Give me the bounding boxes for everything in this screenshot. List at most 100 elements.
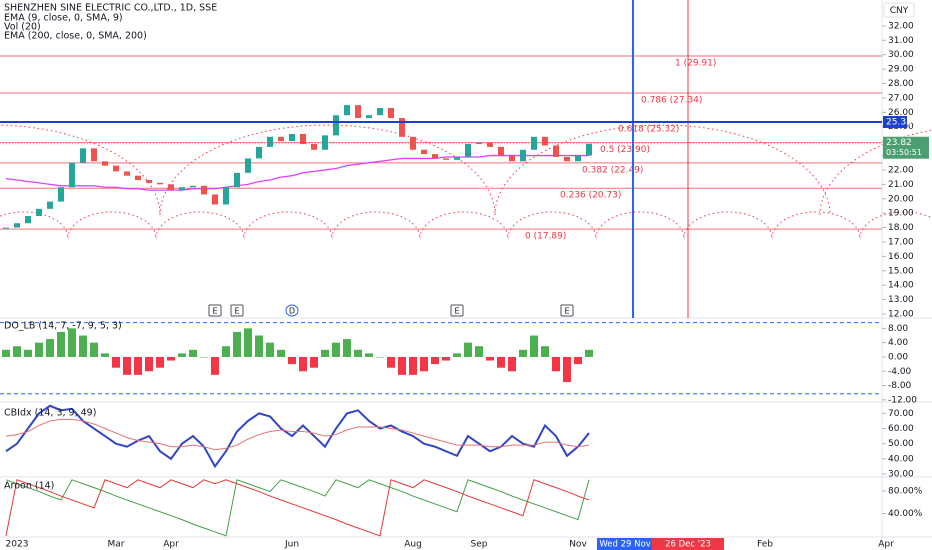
x-tick-label: Apr: [163, 540, 179, 550]
histogram-bar: [453, 353, 461, 357]
candle: [190, 185, 196, 188]
candle: [3, 227, 9, 229]
candle: [135, 175, 141, 181]
y-tick-label: 0.00: [888, 352, 908, 362]
candle: [36, 208, 42, 217]
y-tick-label: 60.00: [888, 424, 914, 434]
candle: [498, 146, 504, 156]
candle: [399, 118, 405, 137]
histogram-bar: [420, 356, 428, 372]
candle: [366, 115, 372, 119]
event-marker: [208, 304, 222, 317]
histogram-bar: [508, 356, 516, 372]
event-label: E: [454, 307, 459, 316]
event-marker: [230, 304, 244, 317]
indicator-line: [5, 404, 590, 469]
histogram-bar: [354, 349, 362, 357]
last-price-label: 23.82: [886, 138, 912, 148]
y-tick-label: 17.00: [888, 237, 914, 247]
candle: [91, 148, 97, 162]
histogram-bar: [233, 331, 241, 357]
histogram-bar: [68, 328, 76, 357]
date-highlight: [597, 538, 669, 550]
y-tick-label: 50.00: [888, 439, 914, 449]
price-tag-label: 25.33: [886, 117, 912, 127]
candle: [355, 105, 361, 119]
x-tick-label: Wed 29 Nov '23: [599, 540, 666, 550]
candle: [432, 154, 438, 159]
histogram-bar: [585, 349, 593, 357]
candle: [25, 216, 31, 224]
histogram-bar: [442, 356, 450, 361]
histogram-bar: [46, 339, 54, 357]
fib-label: 0.5 (23.90): [600, 145, 650, 155]
x-tick-label: Sep: [471, 540, 488, 550]
cycle-arc: [419, 211, 509, 239]
histogram-bar: [321, 349, 329, 357]
indicator-line: [5, 479, 590, 537]
cycle-arc: [507, 211, 597, 239]
y-tick-label: 32.00: [888, 21, 914, 31]
y-tick-label: 19.00: [888, 209, 914, 219]
legend-item: EMA (200, close, 0, SMA, 200): [4, 31, 147, 42]
histogram-bar: [145, 356, 153, 372]
cycle-arc: [771, 211, 861, 239]
y-tick-label: 21.00: [888, 180, 914, 190]
indicator-line: [5, 418, 590, 451]
candle: [212, 194, 218, 205]
legend-item: EMA (9, close, 0, SMA, 9): [4, 13, 123, 24]
y-tick-label: 30.00: [888, 469, 914, 479]
cycle-arc: [0, 211, 69, 239]
y-tick-label: 12.00: [888, 309, 914, 319]
candle: [542, 136, 548, 146]
histogram-bar: [288, 356, 296, 365]
candle: [278, 136, 284, 142]
candle: [586, 143, 592, 156]
currency-badge[interactable]: [883, 2, 915, 18]
candle: [520, 149, 526, 162]
candle: [421, 149, 427, 155]
histogram-bar: [189, 349, 197, 357]
histogram-bar: [112, 356, 120, 368]
pane-title: DO_LB (14, 7, -7, 9, 5, 3): [4, 321, 122, 332]
y-tick-label: -4.00: [888, 367, 912, 377]
histogram-bar: [13, 346, 21, 357]
candle: [256, 146, 262, 159]
candle: [113, 165, 119, 172]
histogram-bar: [574, 356, 582, 365]
histogram-bar: [79, 335, 87, 357]
histogram-bar: [134, 356, 142, 375]
candle: [311, 144, 317, 150]
fib-label: 0 (17.89): [525, 232, 566, 242]
histogram-bar: [156, 356, 164, 368]
candle: [289, 133, 295, 142]
currency: CNY: [890, 6, 909, 16]
histogram-bar: [200, 356, 208, 358]
event-marker: [285, 304, 299, 317]
candle: [223, 187, 229, 205]
fib-label: 0.786 (27.34): [641, 96, 702, 106]
candle: [201, 185, 207, 195]
legend-item: Vol (20): [4, 22, 41, 33]
candle: [157, 182, 163, 185]
y-tick-label: 80.00%: [888, 487, 923, 497]
fib-label: 1 (29.91): [675, 59, 716, 69]
histogram-bar: [178, 353, 186, 357]
y-tick-label: 4.00: [888, 338, 908, 348]
countdown: 03:50:51: [886, 148, 922, 157]
candle: [564, 156, 570, 162]
candle: [344, 105, 350, 116]
histogram-bar: [376, 356, 384, 358]
pane-title: Aroon (14): [4, 481, 54, 492]
date-highlight: [652, 538, 724, 550]
candle: [333, 115, 339, 136]
y-tick-label: 26.00: [888, 108, 914, 118]
event-label: E: [564, 307, 569, 316]
candle: [245, 158, 251, 173]
candle: [146, 180, 152, 183]
histogram-bar: [123, 356, 131, 375]
histogram-bar: [167, 356, 175, 361]
event-label: D: [289, 307, 295, 316]
x-tick-label: Aug: [404, 540, 422, 550]
